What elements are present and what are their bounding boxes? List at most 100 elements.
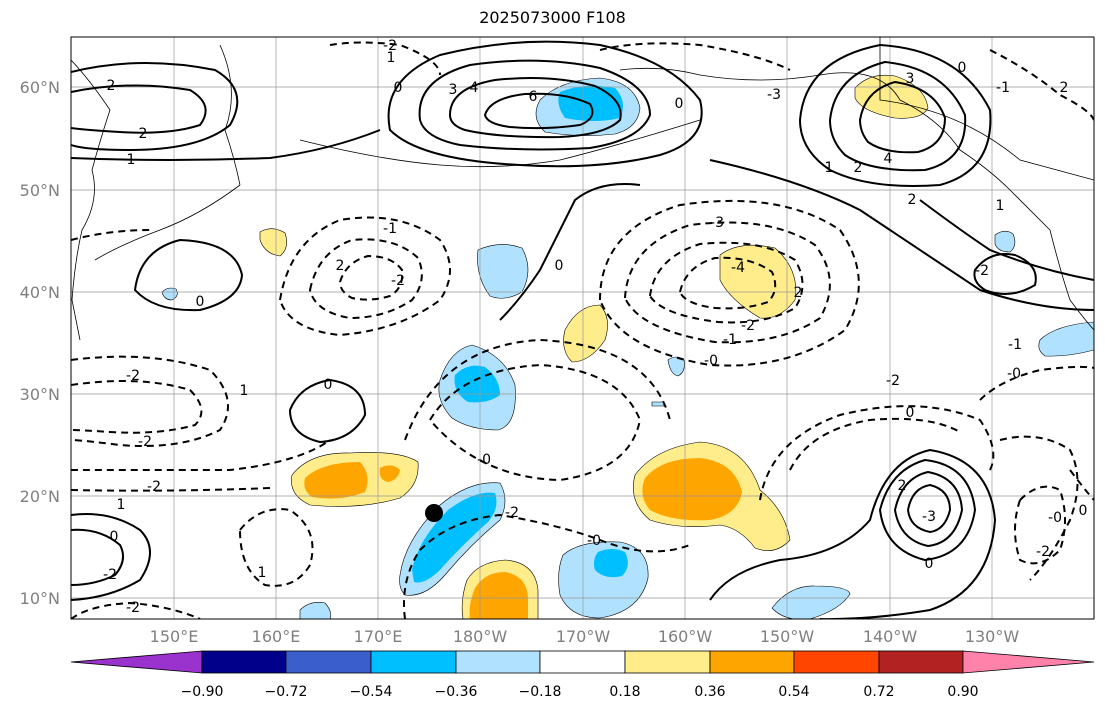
contour-pos-east-band: [709, 159, 1094, 311]
contour-pos-nw-2: [71, 84, 207, 134]
contour-neg-band-30n-3: [71, 439, 331, 472]
contour-pos-east-20n-1: [878, 458, 977, 562]
colorbar-segment: [624, 650, 711, 674]
lon-tick-label: 180°W: [453, 627, 508, 646]
contour-neg-central-1: [429, 363, 642, 482]
contour-label: 0: [394, 80, 403, 96]
colorbar-segment: [878, 650, 964, 674]
contour-neg-mid-3: [648, 241, 804, 324]
contour-label: -2: [138, 434, 152, 450]
lon-tick-labels: 150°E 160°E 170°E 180°W 170°W 160°W 150°…: [150, 627, 1020, 646]
gridlines: [71, 37, 1094, 619]
contour-label: 0: [196, 294, 205, 310]
contour-label: 0: [324, 377, 333, 393]
lon-tick-label: 140°W: [863, 627, 918, 646]
contour-pos-east-loop: [973, 253, 1037, 295]
coastline-na-west: [1049, 229, 1094, 331]
contour-label: -3: [710, 215, 724, 231]
map-title: 2025073000 F108: [479, 8, 626, 27]
contour-neg-s-1: [403, 513, 691, 619]
contour-neg-mid-2: [623, 221, 831, 344]
contour-label: 3: [449, 82, 458, 98]
colorbar-segment: [709, 650, 795, 674]
contour-label: 0: [110, 529, 119, 545]
contour-label: 2: [139, 126, 148, 142]
shade-blue-tiny: [651, 401, 665, 407]
contour-pos-nw-3: [71, 129, 381, 161]
colorbar-segment: [539, 650, 626, 674]
contour-label: -3: [767, 87, 781, 103]
contour-neg-upper-left: [71, 229, 151, 241]
colorbar-label: −0.72: [265, 684, 308, 700]
contour-pos-gulf-1: [387, 40, 703, 168]
shade-blue-east-1: [994, 230, 1016, 253]
shade-blue-small: [667, 356, 685, 377]
contour-zero-30n: [288, 378, 367, 444]
contour-label: -2: [383, 38, 397, 54]
contour-labels: 2 2 1 0 3 4 6 -2 1 3 0 -1 2 4 1 2 2 -1 -…: [103, 38, 1087, 616]
shade-orange-central: [642, 458, 742, 521]
lat-tick-label: 30°N: [20, 385, 60, 404]
contour-label: 2: [854, 160, 863, 176]
lon-tick-label: 150°E: [150, 627, 199, 646]
coastlines: [71, 37, 1094, 341]
dashed-contours: [71, 41, 1094, 619]
contour-label: -3: [922, 509, 936, 525]
lat-tick-labels: 60°N 50°N 40°N 30°N 20°N 10°N: [20, 78, 60, 608]
contour-neg-east-6: [1069, 469, 1094, 501]
coastline-canada: [879, 37, 1094, 181]
contour-label: -2: [505, 505, 519, 521]
contour-pos-east-band-2: [919, 199, 1094, 281]
contour-label: -4: [731, 260, 745, 276]
contour-label: 4: [884, 151, 893, 167]
contour-pos-alaska-3: [858, 80, 947, 154]
lon-tick-label: 170°W: [556, 627, 611, 646]
contour-label: 2: [898, 478, 907, 494]
lon-tick-label: 130°W: [965, 627, 1020, 646]
shade-orange-south: [469, 572, 528, 619]
contour-pos-alaska-1: [798, 43, 992, 187]
contour-label: -0: [704, 353, 718, 369]
contour-label: -0: [477, 452, 491, 468]
colorbar-label: −0.54: [350, 684, 393, 700]
contour-label: -0: [1007, 366, 1021, 382]
contour-pos-west-20n: [71, 513, 151, 601]
contour-label: 2: [336, 258, 345, 274]
colorbar-label: 0.54: [778, 684, 809, 700]
contour-label: 0: [958, 60, 967, 76]
colorbar-segment: [285, 650, 372, 674]
shade-blue-south-1-core: [412, 492, 497, 583]
contour-label: -2: [975, 263, 989, 279]
contour-label: 0: [555, 258, 564, 274]
contour-label: -2: [391, 273, 405, 289]
contour-label: 1: [825, 160, 834, 176]
colorbar-tick-labels: −0.90 −0.72 −0.54 −0.36 −0.18 0.18 0.36 …: [181, 684, 979, 700]
shade-orange-dateline-west-2: [379, 465, 400, 482]
contour-neg-east-2: [789, 417, 961, 471]
lat-tick-label: 50°N: [20, 181, 60, 200]
shade-blue-bottom-left: [299, 602, 332, 619]
contour-label: 1: [258, 565, 267, 581]
contour-neg-n-1: [329, 41, 441, 76]
contour-label: 3: [906, 71, 915, 87]
contour-label: -0: [1048, 510, 1062, 526]
contour-pos-west-20n-2: [71, 528, 125, 586]
colorbar-label: 0.90: [947, 684, 978, 700]
colorbar-label: −0.18: [519, 684, 562, 700]
colorbar-label: −0.90: [181, 684, 224, 700]
contour-label: 0: [925, 556, 934, 572]
lat-tick-label: 20°N: [20, 487, 60, 506]
contour-label: 0: [675, 96, 684, 112]
colorbar-segment: [201, 650, 287, 674]
colorbar-label: 0.18: [609, 684, 640, 700]
coastline-alaska: [619, 67, 1051, 231]
contour-label: -0: [587, 533, 601, 549]
map-frame: [70, 36, 1095, 620]
coastline-aleutians: [299, 119, 701, 168]
colorbar-label: −0.36: [435, 684, 478, 700]
contour-label: 1: [127, 152, 136, 168]
shade-yellow-sw: [563, 304, 608, 363]
contour-pos-gulf-3: [448, 77, 622, 139]
contour-neg-east-4: [999, 435, 1079, 581]
